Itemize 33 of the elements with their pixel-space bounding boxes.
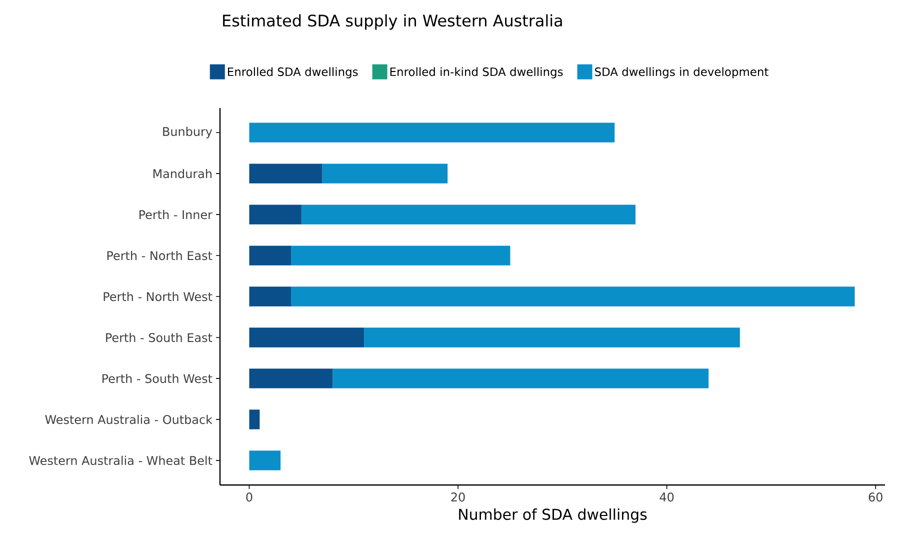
legend-label: Enrolled SDA dwellings bbox=[228, 67, 358, 78]
bar bbox=[301, 204, 636, 224]
y-tick-label: Bunbury bbox=[163, 126, 212, 138]
y-tick-label: Perth - North East bbox=[107, 250, 212, 260]
bar bbox=[249, 164, 322, 184]
y-tick-label: Perth - Inner bbox=[139, 210, 212, 220]
x-tick-label: 40 bbox=[660, 492, 674, 502]
x-tick-label: 0 bbox=[246, 492, 252, 502]
bar bbox=[249, 450, 281, 470]
bar bbox=[249, 122, 615, 142]
bar bbox=[249, 368, 333, 388]
y-tick-label: Mandurah bbox=[153, 168, 212, 178]
y-tick-label: Perth - North West bbox=[104, 292, 212, 302]
x-tick-label: 20 bbox=[451, 492, 465, 502]
bar bbox=[364, 328, 740, 348]
bar bbox=[249, 204, 302, 224]
x-axis-title: Number of SDA dwellings bbox=[459, 508, 647, 523]
bar bbox=[290, 246, 510, 266]
bar bbox=[332, 368, 709, 388]
legend-label: SDA dwellings in development bbox=[595, 67, 768, 78]
y-tick-label: Western Australia - Wheat Belt bbox=[29, 456, 212, 466]
bar bbox=[249, 286, 291, 306]
y-tick-label: Perth - South East bbox=[106, 332, 212, 342]
bar bbox=[249, 246, 291, 266]
y-tick-label: Western Australia - Outback bbox=[45, 414, 212, 424]
y-tick-label: Perth - South West bbox=[102, 374, 212, 384]
bar bbox=[290, 286, 855, 306]
chart-title: Estimated SDA supply in Western Australia bbox=[223, 14, 562, 30]
bar bbox=[249, 328, 364, 348]
legend-label: Enrolled in-kind SDA dwellings bbox=[390, 67, 563, 78]
x-tick-label: 60 bbox=[868, 492, 882, 502]
bar bbox=[322, 164, 448, 184]
bar bbox=[249, 410, 260, 430]
